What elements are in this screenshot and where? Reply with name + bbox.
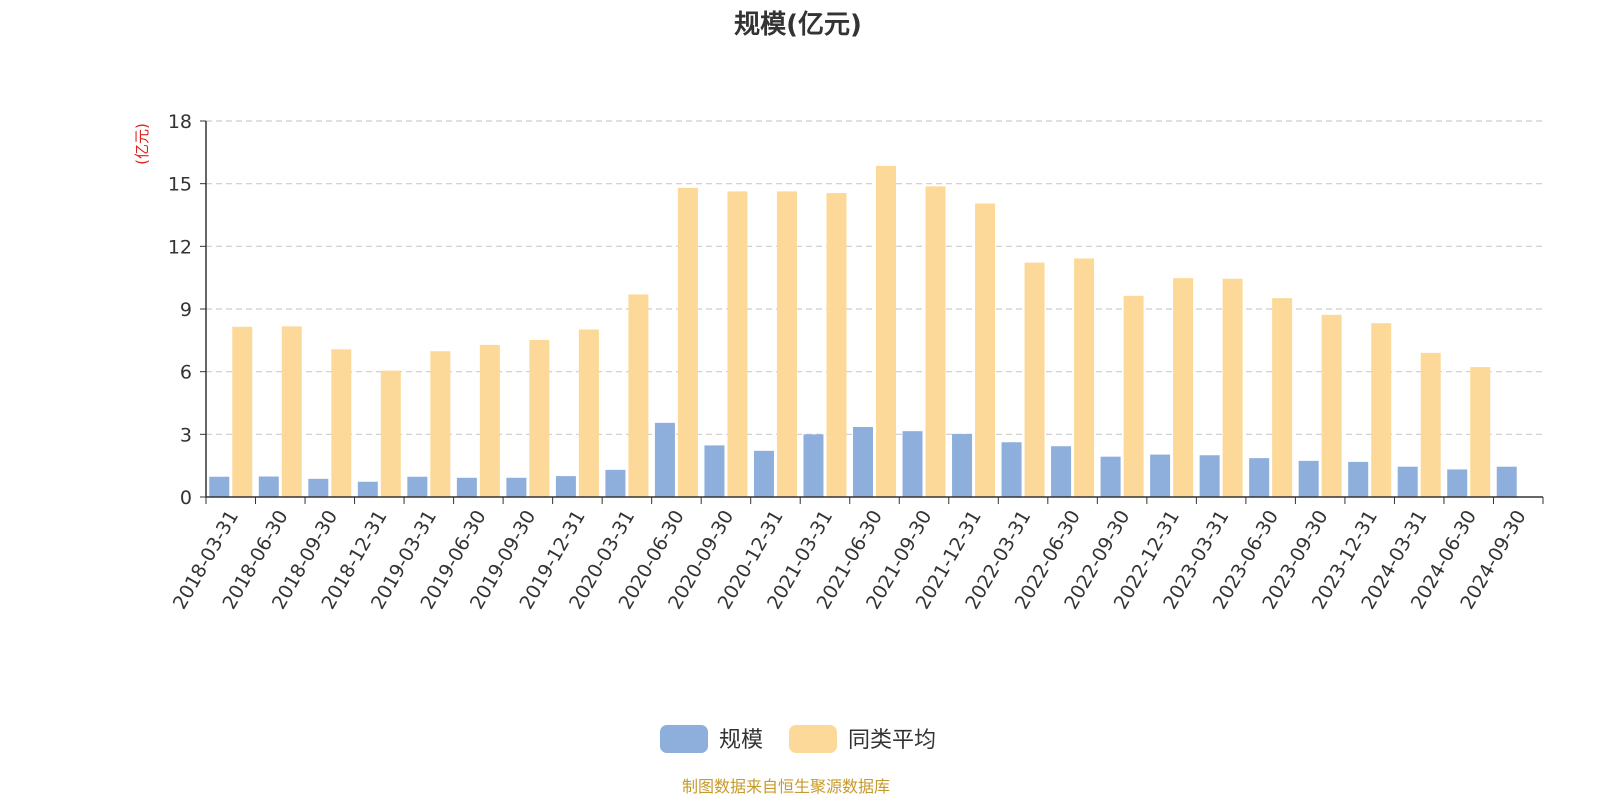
bar-peer-average [876, 165, 896, 497]
legend-swatch-peer-average [789, 725, 837, 753]
bar-peer-average [975, 203, 996, 497]
bar-scale [803, 434, 824, 497]
bar-peer-average [1321, 314, 1342, 497]
bar-peer-average [1173, 278, 1194, 497]
bar-scale [1298, 460, 1319, 497]
bar-peer-average [578, 329, 599, 497]
y-tick-label: 0 [180, 487, 192, 509]
bar-peer-average [727, 191, 748, 497]
bar-peer-average [479, 344, 500, 497]
legend-label-scale: 规模 [719, 728, 763, 753]
bar-peer-average [1371, 323, 1392, 497]
y-tick-label: 15 [168, 174, 192, 196]
bar-peer-average [628, 294, 649, 497]
bar-scale [308, 478, 329, 497]
bar-scale [357, 481, 378, 497]
source-note: 制图数据来自恒生聚源数据库 [682, 777, 890, 796]
y-tick-label: 3 [180, 424, 192, 446]
bar-scale [209, 476, 230, 497]
y-tick-labels: 0 3 6 9 12 15 18 [168, 111, 206, 509]
y-axis-unit: (亿元) [133, 123, 151, 165]
bar-scale [1496, 466, 1517, 497]
bar-peer-average [430, 351, 451, 497]
bar-peer-average [1470, 367, 1491, 497]
bar-scale [753, 450, 774, 497]
bar-peer-average [1074, 258, 1095, 497]
bars [209, 165, 1517, 498]
bar-peer-average [826, 193, 847, 498]
legend-label-peer-average: 同类平均 [848, 728, 936, 753]
bar-scale [555, 476, 576, 497]
bar-peer-average [1272, 298, 1293, 497]
y-tick-label: 9 [180, 299, 192, 321]
bar-scale [654, 422, 675, 497]
bar-peer-average [1024, 262, 1045, 497]
bar-scale [1397, 466, 1418, 497]
bar-peer-average [281, 326, 302, 497]
bar-scale [407, 476, 428, 497]
bar-scale [1051, 446, 1072, 497]
bar-scale [1001, 442, 1022, 497]
bar-peer-average [925, 186, 946, 498]
bar-peer-average [1222, 278, 1243, 497]
bar-scale [952, 433, 973, 497]
bar-scale [605, 469, 626, 497]
y-tick-label: 12 [168, 236, 192, 258]
bar-scale [1447, 469, 1468, 497]
bar-scale [1100, 456, 1121, 497]
bar-scale [704, 445, 725, 497]
bar-scale [902, 431, 923, 497]
x-tick-labels: 2018-03-312018-06-302018-09-302018-12-31… [169, 497, 1544, 613]
bar-scale [456, 477, 477, 497]
legend-swatch-scale [660, 725, 708, 753]
bar-scale [1199, 455, 1220, 497]
bar-peer-average [331, 349, 352, 497]
bar-peer-average [232, 326, 253, 497]
bar-peer-average [1420, 352, 1441, 497]
bar-peer-average [677, 187, 698, 497]
chart-title: 规模(亿元) [734, 10, 862, 40]
bar-peer-average [529, 339, 550, 497]
bar-scale [853, 427, 873, 497]
bar-scale [1348, 461, 1369, 497]
y-tick-label: 6 [180, 362, 192, 384]
y-tick-label: 18 [168, 111, 192, 133]
bar-scale [258, 476, 279, 497]
bar-scale [1150, 454, 1171, 497]
bar-scale [506, 477, 527, 497]
bar-peer-average [1123, 295, 1144, 497]
legend: 规模 同类平均 [660, 725, 936, 753]
grid-lines [206, 120, 1543, 435]
bar-scale [1249, 458, 1270, 497]
bar-peer-average [380, 370, 401, 497]
bar-peer-average [776, 191, 797, 497]
